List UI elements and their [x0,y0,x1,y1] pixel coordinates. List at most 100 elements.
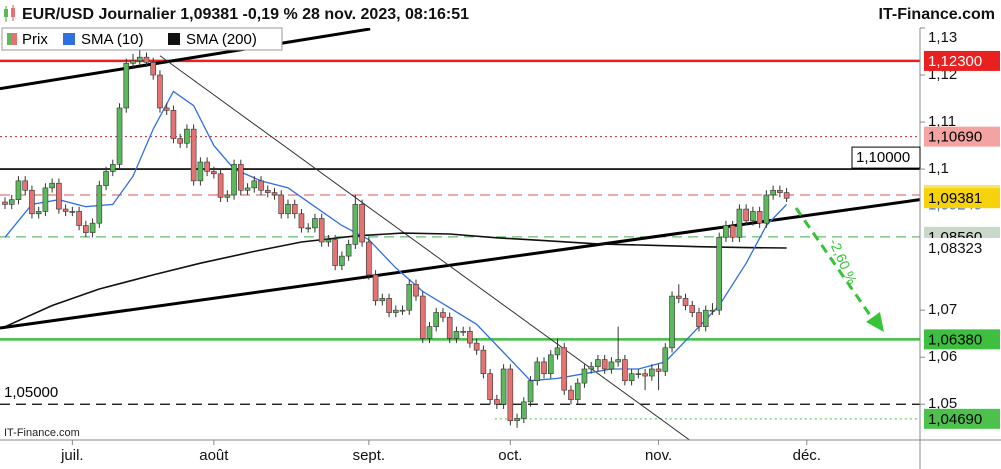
candle-body [76,211,82,226]
candle-body [763,194,770,224]
candle-body [413,284,419,297]
candle-body [285,204,291,215]
chart-title: EUR/USD Journalier 1,09381 -0,19 % 28 no… [22,6,469,23]
candle-body [372,274,379,302]
candle-body [366,241,372,276]
candle-body [258,180,264,191]
candle-body [460,331,466,333]
candle-body [251,180,258,189]
y-tick-label: 1,07 [928,301,957,318]
price-label-box [924,408,1000,429]
candle-body [568,389,574,400]
candle-body [143,56,150,63]
price-label: 1,12300 [928,53,982,70]
candle-body [56,182,62,210]
sma-line [4,90,788,382]
candle-body [49,182,55,189]
candle-body [527,380,534,403]
price-label-box [924,50,1000,71]
legend-label: SMA (10) [81,31,144,48]
candle-body [318,218,325,243]
candle-body [386,298,392,313]
x-tick-label: juil. [60,447,84,464]
legend-swatch [7,33,12,45]
candle-body [494,399,500,405]
candle-body [547,354,554,374]
candle-body [150,62,157,76]
candle-body [473,342,480,351]
candle-body [743,208,749,222]
candle-body [103,171,109,186]
projection-arrow [794,207,874,319]
candle-body [217,173,224,198]
candle-body [96,185,103,224]
candle-body [655,368,662,372]
header-icon [4,5,15,22]
candle-body [433,312,440,327]
candle-body [649,368,655,377]
candle-body [521,401,527,419]
candle-body [116,107,123,165]
watermark: IT-Finance.com [4,427,80,439]
candle-body [702,309,709,327]
x-tick-label: août [199,447,229,464]
candle-body [588,366,594,370]
candle-body [197,161,204,182]
candle-body [170,110,177,139]
candle-body [109,164,116,172]
candle-body [264,189,271,193]
candle-body [480,349,487,374]
candle-body [500,368,507,405]
brand: IT-Finance.com [879,6,995,23]
candle-body [22,180,28,191]
candle-body [184,128,190,144]
candle-body [554,347,561,356]
candle-body [716,236,723,311]
candle-body [487,373,493,400]
candle-body [2,201,8,205]
candle-body [601,359,608,370]
candle-body [514,418,520,422]
candle-body [83,225,89,233]
candle-body [339,255,345,266]
candle-body [224,194,231,198]
price-label-box [924,188,1000,209]
candle-body [123,62,130,109]
candle-body [345,244,352,257]
x-tick-label: déc. [793,447,821,464]
candle-body [440,312,446,318]
candle-body [29,189,35,215]
candle-body [298,213,305,229]
y-tick-label: 1,13 [928,29,957,46]
candle-body [204,161,210,172]
legend: Prix SMA (10) SMA (200) [1,27,283,51]
candle-body [271,192,278,196]
legend-swatch [12,33,17,45]
candle-body [675,295,682,299]
candle-body [8,199,15,205]
candle-body [689,305,696,313]
candle-body [783,192,790,199]
header [0,0,1001,28]
candle-body [69,211,76,213]
candle-body [635,373,642,375]
candle-body [507,368,514,422]
candle-body [419,295,426,339]
candle-body [157,74,163,109]
legend-swatch [63,33,75,45]
candle-body [359,204,365,243]
candle-body [642,373,648,377]
price-label: 1,04690 [928,411,982,428]
candle-body [426,326,433,339]
candle-body [682,298,689,306]
sma-line [4,232,787,328]
candle-body [453,331,460,339]
candle-body [736,208,743,238]
candle-body [238,164,244,191]
price-label: 1,09381 [928,190,982,207]
candle-body [89,222,96,233]
candle-body [662,347,669,372]
candle-body [770,189,776,196]
candle-body [42,187,49,212]
